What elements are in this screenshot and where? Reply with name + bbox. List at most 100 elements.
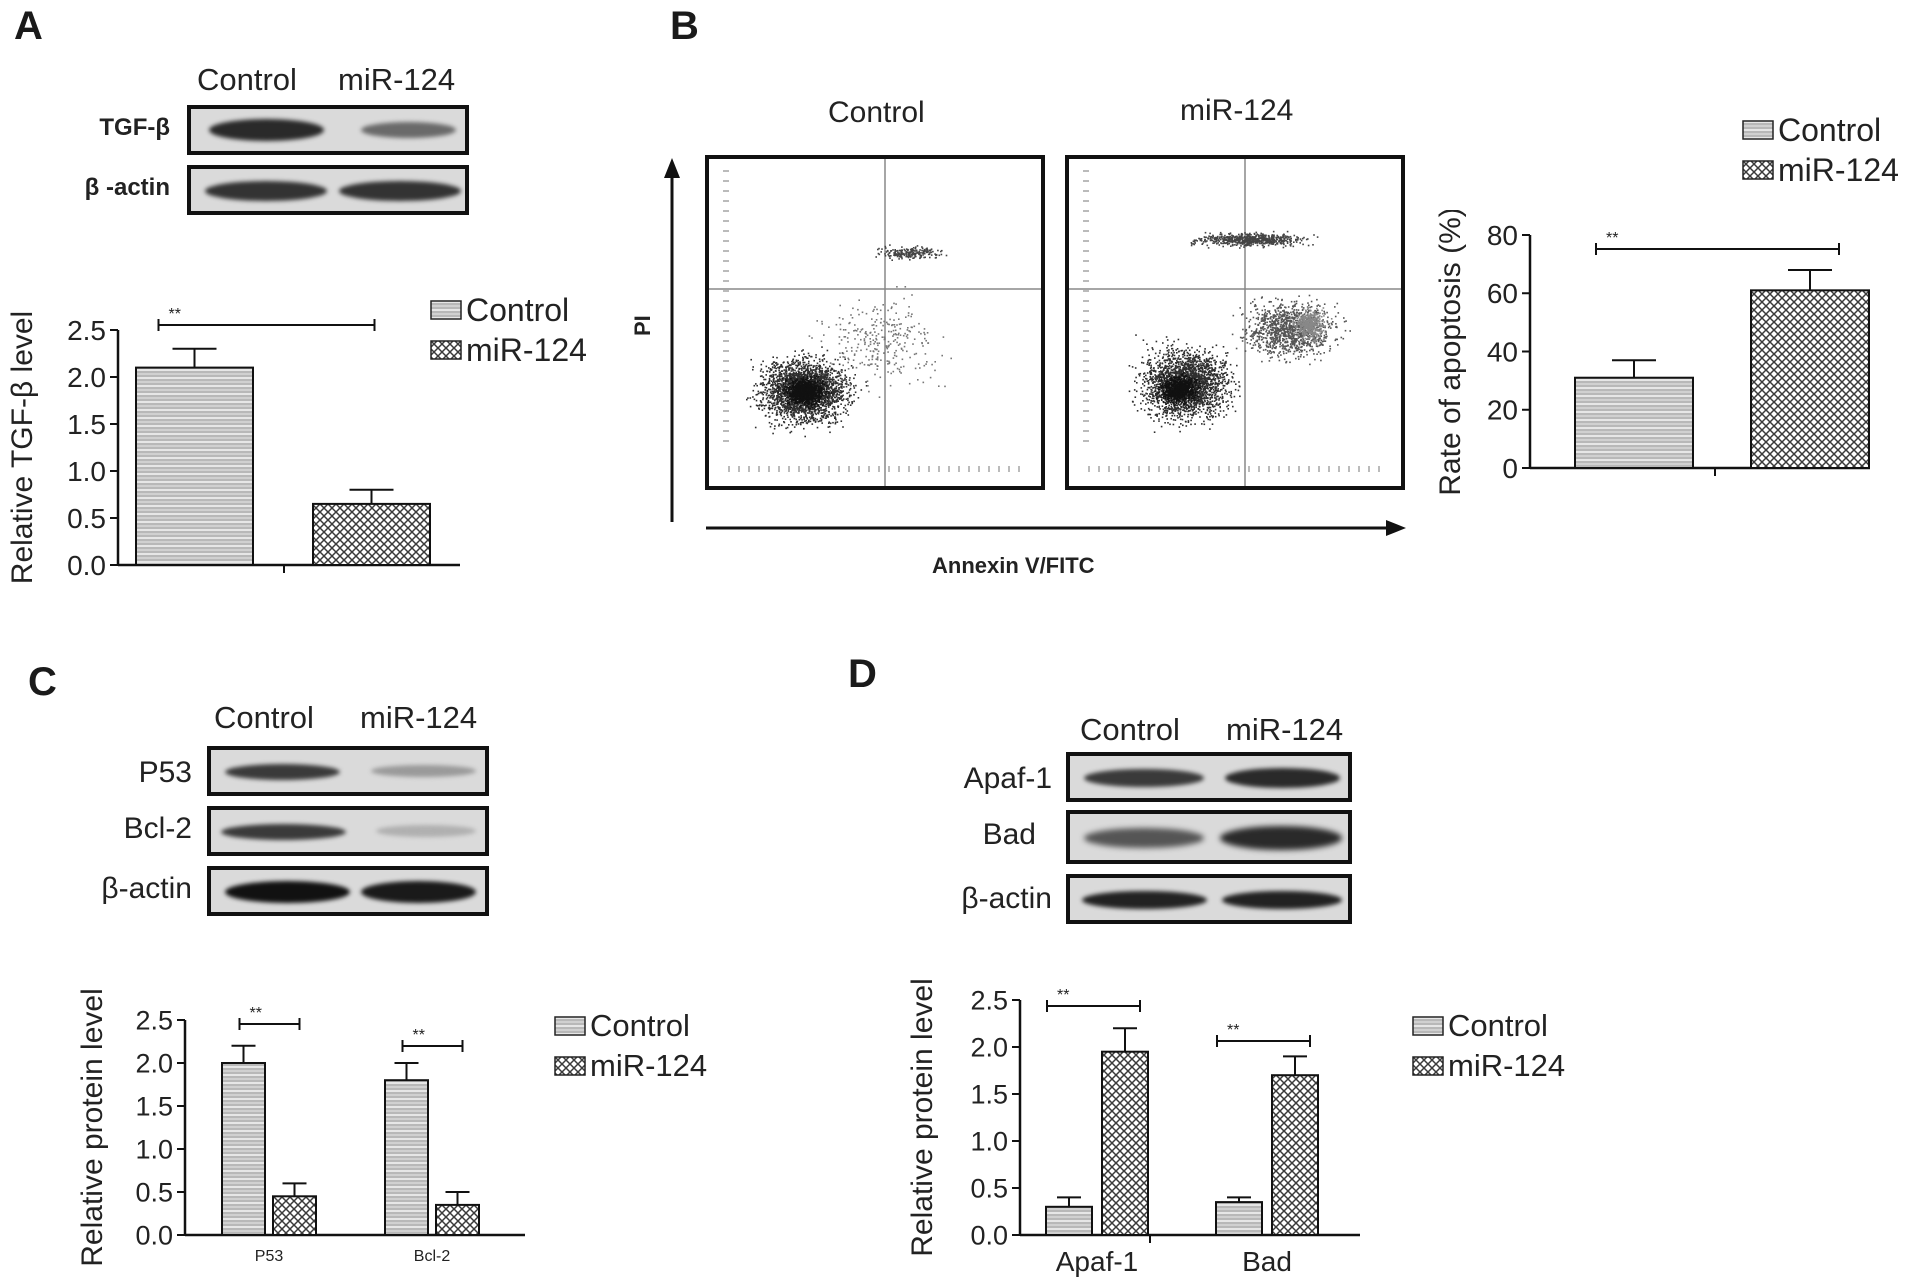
flow-event-dot bbox=[794, 379, 796, 382]
flow-event-dot bbox=[1212, 404, 1214, 406]
flow-event-dot bbox=[790, 413, 792, 416]
flow-event-dot bbox=[820, 402, 823, 404]
flow-event-dot bbox=[814, 421, 817, 423]
flow-event-dot bbox=[797, 396, 799, 398]
panel-b-flow-col-mir124: miR-124 bbox=[1180, 94, 1294, 127]
flow-event-dot bbox=[1198, 365, 1200, 367]
flow-event-dot bbox=[790, 373, 792, 375]
flow-event-dot bbox=[828, 387, 830, 390]
flow-event-dot bbox=[797, 386, 799, 389]
flow-event-dot bbox=[1134, 396, 1137, 398]
flow-event-dot bbox=[1195, 400, 1198, 402]
flow-event-dot bbox=[814, 372, 816, 375]
flow-event-dot bbox=[905, 335, 908, 338]
flow-event-dot bbox=[1155, 362, 1157, 365]
flow-event-dot bbox=[818, 368, 820, 370]
flow-event-dot bbox=[841, 369, 843, 371]
flow-event-dot bbox=[891, 324, 893, 327]
flow-event-dot bbox=[763, 378, 765, 381]
flow-event-dot bbox=[826, 380, 828, 383]
flow-event-dot bbox=[813, 410, 816, 413]
flow-event-dot bbox=[895, 355, 898, 358]
flow-event-dot bbox=[1203, 365, 1206, 368]
flow-event-dot bbox=[838, 373, 841, 375]
flow-event-dot bbox=[780, 395, 783, 397]
flow-event-dot bbox=[832, 388, 834, 391]
flow-event-dot bbox=[838, 342, 841, 345]
flow-event-dot bbox=[937, 249, 939, 252]
flow-event-dot bbox=[911, 254, 914, 256]
flow-event-dot bbox=[779, 406, 781, 409]
flow-event-dot bbox=[1198, 354, 1200, 357]
flow-event-dot bbox=[802, 388, 805, 391]
flow-event-dot bbox=[797, 359, 799, 362]
panel-b-flow-ylabel: PI bbox=[630, 315, 655, 336]
panel-a-letter: A bbox=[14, 4, 43, 48]
flow-event-dot bbox=[1221, 388, 1223, 391]
flow-event-dot bbox=[913, 338, 916, 340]
flow-event-dot bbox=[1150, 401, 1152, 404]
flow-event-dot bbox=[849, 387, 852, 390]
flow-event-dot bbox=[793, 389, 796, 391]
flow-event-dot bbox=[1163, 368, 1165, 370]
flow-event-dot bbox=[822, 391, 825, 393]
flow-event-dot bbox=[941, 249, 943, 252]
flow-event-dot bbox=[1166, 410, 1169, 412]
flow-event-dot bbox=[819, 367, 821, 369]
flow-event-dot bbox=[806, 369, 809, 372]
flow-event-dot bbox=[847, 357, 849, 360]
flow-event-dot bbox=[780, 373, 783, 375]
flow-event-dot bbox=[793, 355, 796, 358]
flow-event-dot bbox=[775, 376, 778, 379]
flow-event-dot bbox=[840, 370, 842, 373]
flow-event-dot bbox=[772, 404, 774, 406]
flow-event-dot bbox=[903, 297, 905, 300]
flow-event-dot bbox=[825, 393, 827, 396]
flow-event-dot bbox=[821, 416, 824, 418]
flow-event-dot bbox=[811, 417, 813, 419]
flow-event-dot bbox=[789, 383, 791, 385]
flow-event-dot bbox=[799, 373, 801, 376]
flow-event-dot bbox=[777, 366, 779, 369]
flow-event-dot bbox=[1189, 372, 1191, 375]
flow-event-dot bbox=[786, 391, 789, 394]
flow-event-dot bbox=[808, 420, 810, 422]
flow-event-dot bbox=[791, 368, 793, 370]
y-tick-label: 0.0 bbox=[67, 550, 106, 581]
flow-event-dot bbox=[790, 430, 793, 433]
flow-event-dot bbox=[914, 252, 917, 255]
flow-event-dot bbox=[896, 367, 899, 370]
flow-event-dot bbox=[1218, 399, 1220, 401]
flow-event-dot bbox=[788, 383, 790, 385]
flow-event-dot bbox=[771, 405, 774, 408]
flow-event-dot bbox=[775, 367, 777, 370]
flow-event-dot bbox=[897, 249, 899, 252]
flow-event-dot bbox=[805, 407, 807, 409]
flow-event-dot bbox=[766, 390, 769, 392]
flow-event-dot bbox=[807, 365, 809, 368]
flow-event-dot bbox=[759, 400, 762, 402]
flow-event-dot bbox=[815, 371, 818, 373]
flow-event-dot bbox=[888, 323, 890, 326]
flow-event-dot bbox=[888, 330, 890, 333]
flow-event-dot bbox=[1147, 361, 1149, 364]
flow-event-dot bbox=[811, 386, 813, 389]
flow-event-dot bbox=[780, 397, 782, 399]
flow-event-dot bbox=[825, 417, 827, 419]
flow-event-dot bbox=[814, 370, 817, 373]
flow-event-dot bbox=[876, 353, 879, 355]
y-tick-label: 1.5 bbox=[67, 409, 106, 440]
flow-event-dot bbox=[775, 388, 777, 391]
flow-event-dot bbox=[800, 376, 803, 378]
flow-event-dot bbox=[914, 367, 917, 370]
flow-event-dot bbox=[919, 367, 921, 369]
flow-event-dot bbox=[1180, 423, 1182, 425]
flow-event-dot bbox=[752, 368, 754, 371]
flow-event-dot bbox=[1223, 376, 1226, 378]
flow-event-dot bbox=[795, 383, 798, 385]
flow-event-dot bbox=[793, 411, 795, 414]
y-tick-label: 2.0 bbox=[67, 362, 106, 393]
flow-event-dot bbox=[788, 387, 790, 389]
flow-event-dot bbox=[880, 321, 882, 324]
flow-event-dot bbox=[813, 403, 815, 406]
